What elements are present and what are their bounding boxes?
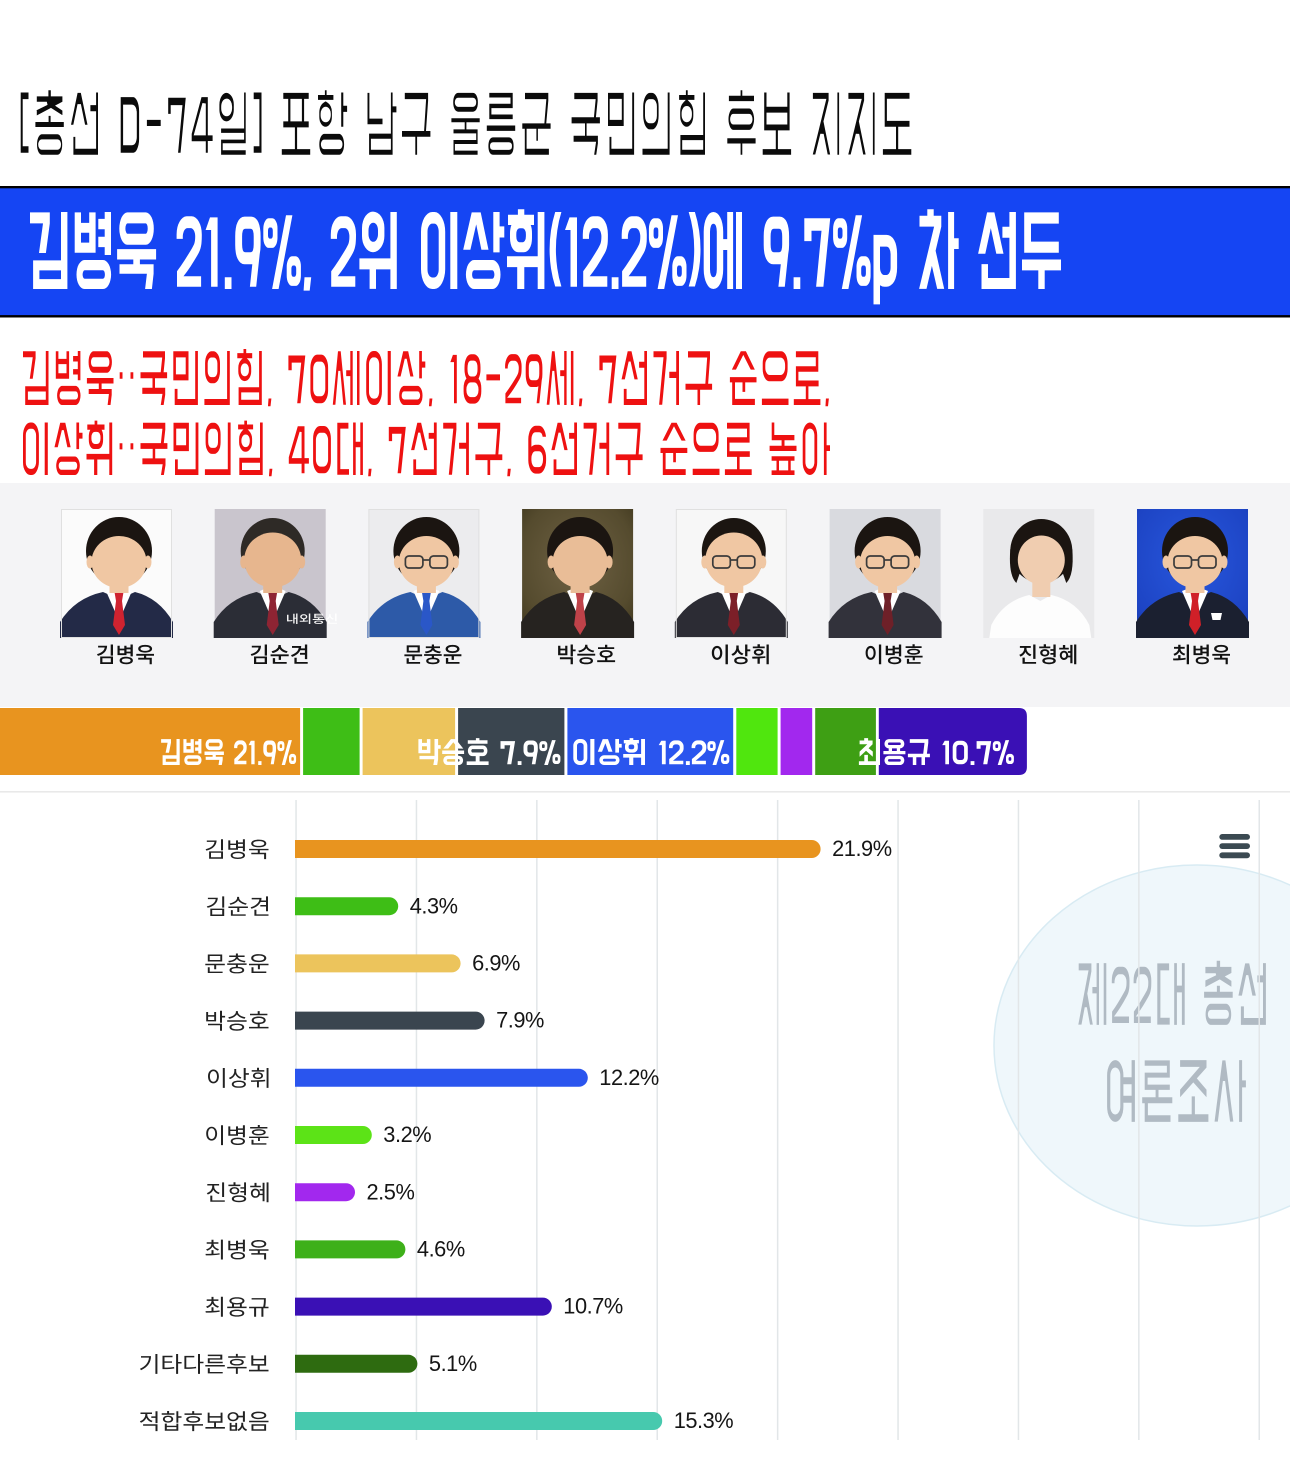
svg-text:4.6%: 4.6% xyxy=(417,1237,465,1262)
svg-text:6.9%: 6.9% xyxy=(472,951,520,976)
svg-text:7.9%: 7.9% xyxy=(496,1008,544,1033)
svg-text:2.5%: 2.5% xyxy=(367,1179,415,1204)
svg-text:15.3%: 15.3% xyxy=(674,1408,734,1433)
svg-text:5.1%: 5.1% xyxy=(429,1351,477,1376)
svg-text:4.3%: 4.3% xyxy=(410,893,458,918)
svg-text:12.2%: 12.2% xyxy=(599,1065,659,1090)
svg-text:21.9%: 21.9% xyxy=(832,836,892,861)
svg-text:10.7%: 10.7% xyxy=(563,1294,623,1319)
svg-text:3.2%: 3.2% xyxy=(383,1122,431,1147)
